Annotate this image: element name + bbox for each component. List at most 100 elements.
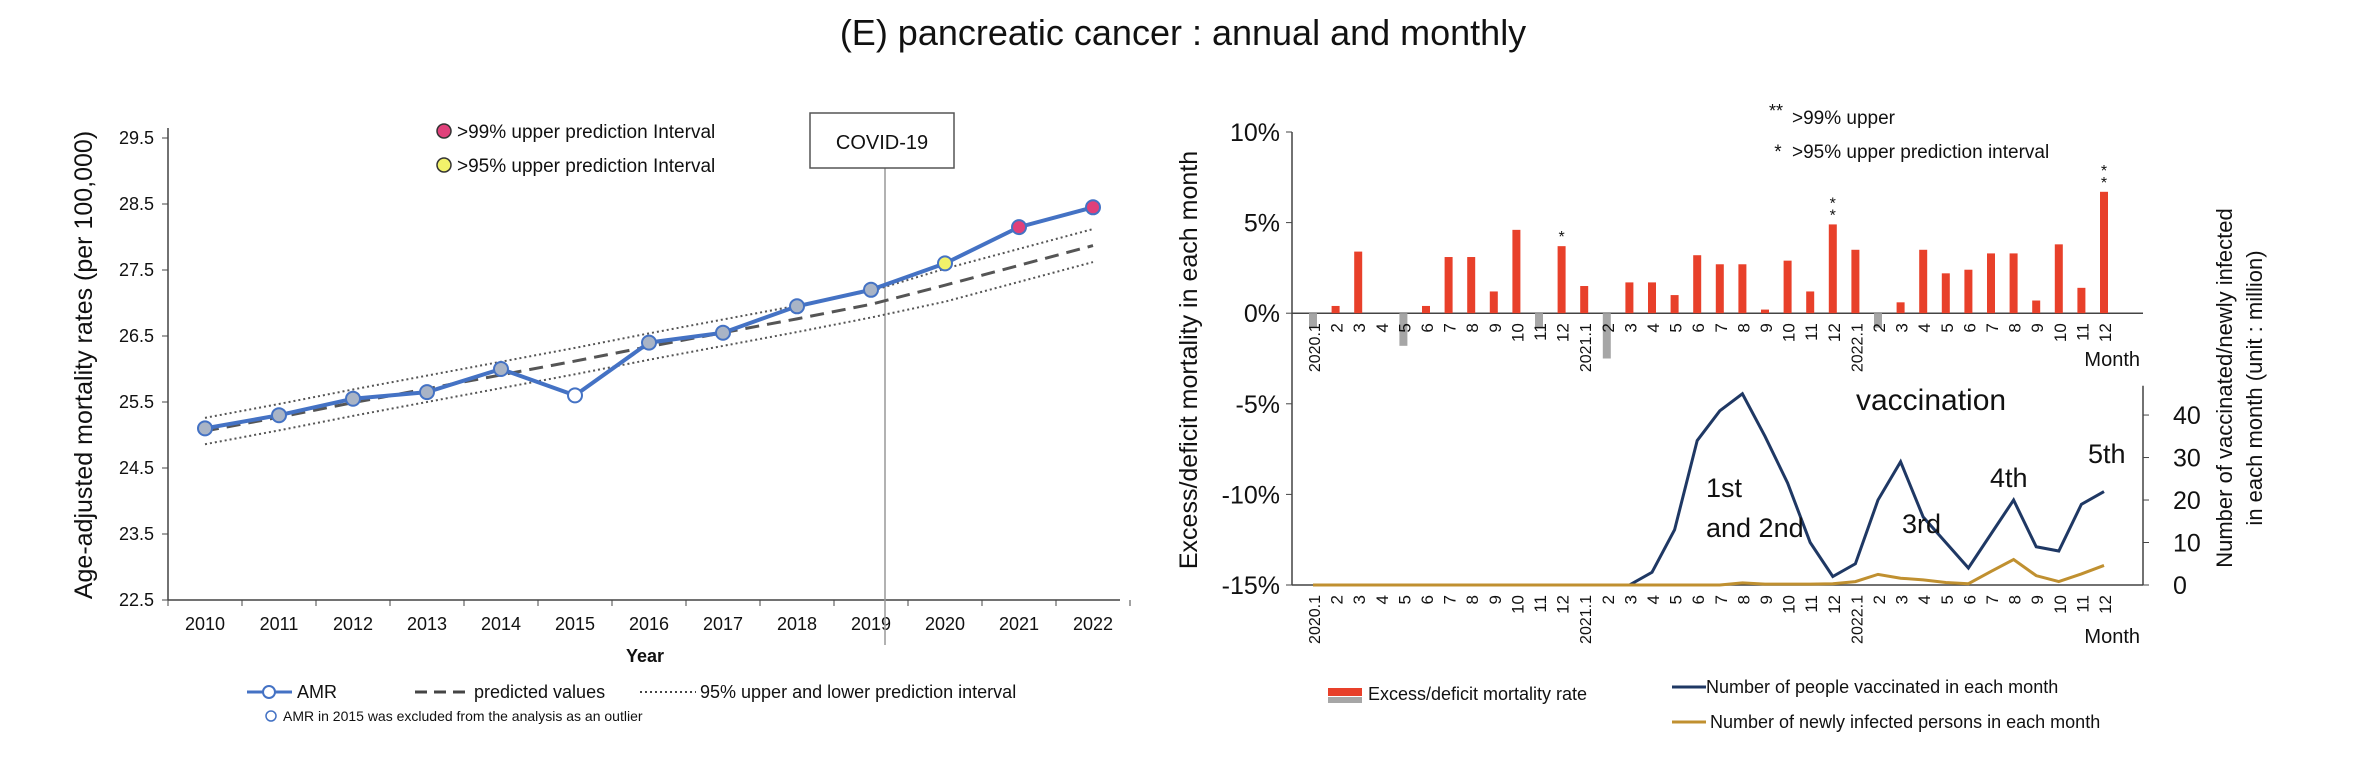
double-star-lower: * bbox=[2101, 175, 2107, 192]
excess-bar bbox=[1625, 282, 1634, 314]
infected-legend-label: Number of newly infected persons in each… bbox=[1710, 712, 2100, 732]
amr-point bbox=[419, 384, 435, 401]
legend-single-star-symbol: * bbox=[1774, 142, 1782, 163]
amr-point bbox=[641, 334, 657, 351]
month-label-lower: 2 bbox=[1328, 595, 1347, 604]
y-tick-label: -15% bbox=[1222, 572, 1280, 600]
month-label-upper: 9 bbox=[2028, 323, 2047, 332]
month-label-upper: 3 bbox=[1350, 323, 1369, 332]
bar-legend-label: Excess/deficit mortality rate bbox=[1368, 684, 1587, 704]
double-star-upper: * bbox=[2101, 163, 2107, 180]
month-label-lower: 2 bbox=[1599, 595, 1618, 604]
month-label-lower: 8 bbox=[1463, 595, 1482, 604]
x-tick-label: 2012 bbox=[333, 614, 373, 634]
excess-bar bbox=[2009, 253, 2018, 314]
month-label-lower: 11 bbox=[1531, 595, 1550, 613]
pi99-legend-label: >99% upper prediction Interval bbox=[457, 122, 715, 143]
single-star: * bbox=[1558, 229, 1564, 246]
month-label-lower: 4 bbox=[1373, 595, 1392, 604]
pi99-legend-marker bbox=[436, 123, 452, 139]
month-label-upper: 6 bbox=[1689, 323, 1708, 332]
y-tick-label: 22.5 bbox=[119, 590, 154, 610]
amr-legend-label: AMR bbox=[297, 682, 337, 702]
amr-point bbox=[197, 420, 213, 437]
y2-tick-label: 40 bbox=[2173, 402, 2201, 430]
x-axis-title: Year bbox=[626, 646, 664, 666]
amr-point bbox=[345, 390, 361, 407]
month-label-upper: 2 bbox=[1870, 323, 1889, 332]
month-label-upper: 2021.1 bbox=[1578, 323, 1595, 372]
excess-bar bbox=[1964, 269, 1973, 314]
amr-legend-marker bbox=[262, 685, 276, 699]
legend-double-star-symbol: ** bbox=[1769, 101, 1783, 121]
excess-bar bbox=[1602, 313, 1611, 359]
legend-single-star-label: >95% upper prediction interval bbox=[1792, 142, 2049, 163]
month-label-upper: 11 bbox=[1531, 323, 1550, 341]
excess-bar bbox=[1828, 224, 1837, 314]
excess-bar bbox=[1715, 264, 1724, 314]
month-axis-label-lower: Month bbox=[2084, 626, 2140, 648]
month-label-upper: 9 bbox=[1486, 323, 1505, 332]
amr-point bbox=[1011, 219, 1027, 236]
excess-bar bbox=[1919, 249, 1928, 314]
month-label-lower: 5 bbox=[1938, 595, 1957, 604]
x-tick-label: 2020 bbox=[925, 614, 965, 634]
month-label-upper: 12 bbox=[1554, 323, 1573, 342]
month-label-upper: 6 bbox=[1960, 323, 1979, 332]
excess-bar bbox=[1512, 229, 1521, 314]
pi95-legend-label: >95% upper prediction Interval bbox=[457, 156, 715, 177]
month-label-upper: 4 bbox=[1373, 323, 1392, 332]
x-tick-label: 2011 bbox=[260, 614, 299, 634]
excess-bar bbox=[2100, 191, 2108, 314]
month-label-upper: 8 bbox=[1463, 323, 1482, 332]
vaccination-label: vaccination bbox=[1856, 384, 2006, 417]
dose-4th-label: 4th bbox=[1990, 463, 2028, 493]
month-label-lower: 8 bbox=[2006, 595, 2025, 604]
y-tick-label: 26.5 bbox=[119, 326, 154, 346]
excess-bar bbox=[1851, 249, 1860, 314]
excess-bar bbox=[1557, 246, 1566, 314]
double-star-upper: * bbox=[1830, 195, 1836, 212]
excess-bar bbox=[1941, 273, 1950, 314]
predicted-legend-label: predicted values bbox=[474, 682, 605, 702]
excess-bar bbox=[1331, 305, 1340, 314]
vaccinated-legend-label: Number of people vaccinated in each mont… bbox=[1706, 677, 2058, 697]
bar-legend-swatch-deficit bbox=[1328, 697, 1362, 703]
month-label-upper: 6 bbox=[1418, 323, 1437, 332]
x-tick-label: 2018 bbox=[777, 614, 817, 634]
y2-axis-title-line2: in each month (unit : million) bbox=[2242, 250, 2267, 525]
month-label-upper: 5 bbox=[1667, 323, 1686, 332]
interval-legend-label: 95% upper and lower prediction interval bbox=[700, 682, 1016, 702]
month-label-upper: 10 bbox=[2051, 323, 2070, 342]
month-label-lower: 4 bbox=[1915, 595, 1934, 604]
month-label-lower: 11 bbox=[2073, 595, 2092, 613]
month-label-lower: 11 bbox=[1802, 595, 1821, 613]
excess-bar bbox=[2077, 287, 2086, 314]
figure-title: (E) pancreatic cancer : annual and month… bbox=[839, 12, 1527, 53]
month-label-upper: 5 bbox=[1395, 323, 1414, 332]
y-tick-label: 25.5 bbox=[119, 392, 154, 412]
month-label-lower: 7 bbox=[1441, 595, 1460, 604]
month-axis-label-upper: Month bbox=[2084, 349, 2140, 371]
excess-bar bbox=[1467, 257, 1476, 314]
legend-double-star-label: >99% upper bbox=[1792, 108, 1896, 129]
month-label-upper: 8 bbox=[1734, 323, 1753, 332]
y-tick-label: 24.5 bbox=[119, 458, 154, 478]
amr-point bbox=[789, 298, 805, 315]
month-label-upper: 12 bbox=[2096, 323, 2115, 342]
month-label-lower: 6 bbox=[1960, 595, 1979, 604]
excess-bar bbox=[1670, 295, 1679, 314]
y-tick-label: -5% bbox=[1236, 391, 1280, 419]
month-label-upper: 7 bbox=[1983, 323, 2002, 332]
month-label-upper: 12 bbox=[1825, 323, 1844, 342]
dose-3rd-label: 3rd bbox=[1902, 509, 1941, 539]
y-tick-label: 5% bbox=[1244, 210, 1280, 238]
month-label-lower: 2021.1 bbox=[1578, 595, 1595, 644]
bar-legend-swatch-excess bbox=[1328, 688, 1362, 696]
y2-tick-label: 10 bbox=[2173, 530, 2201, 558]
month-label-upper: 11 bbox=[2073, 323, 2092, 341]
month-label-upper: 10 bbox=[1780, 323, 1799, 342]
double-star-lower: * bbox=[1830, 207, 1836, 224]
amr-point bbox=[493, 361, 509, 377]
